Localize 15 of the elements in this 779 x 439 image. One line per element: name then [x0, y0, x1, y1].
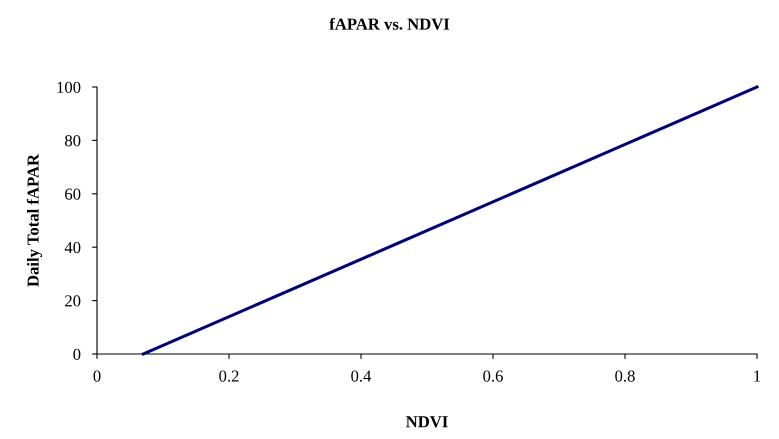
x-tick-label: 0 — [93, 370, 101, 382]
x-tick-label: 0.6 — [483, 370, 503, 382]
y-axis-title: Daily Total fAPAR — [26, 154, 42, 287]
y-tick-label: 80 — [64, 135, 80, 146]
y-tick-label: 40 — [64, 242, 80, 254]
x-tick-label: 0.2 — [219, 370, 238, 382]
x-tick-label: 0.4 — [351, 370, 372, 382]
y-tick-label: 20 — [65, 295, 80, 307]
y-tick-label: 100 — [57, 82, 80, 93]
chart-title: fAPAR vs. NDVI — [329, 18, 450, 30]
x-tick-label: 1 — [754, 370, 760, 382]
x-axis-title: NDVI — [406, 416, 448, 428]
y-tick-label: 0 — [73, 348, 80, 360]
y-tick-label: 60 — [65, 188, 80, 200]
x-tick-label: 0.8 — [615, 370, 635, 382]
